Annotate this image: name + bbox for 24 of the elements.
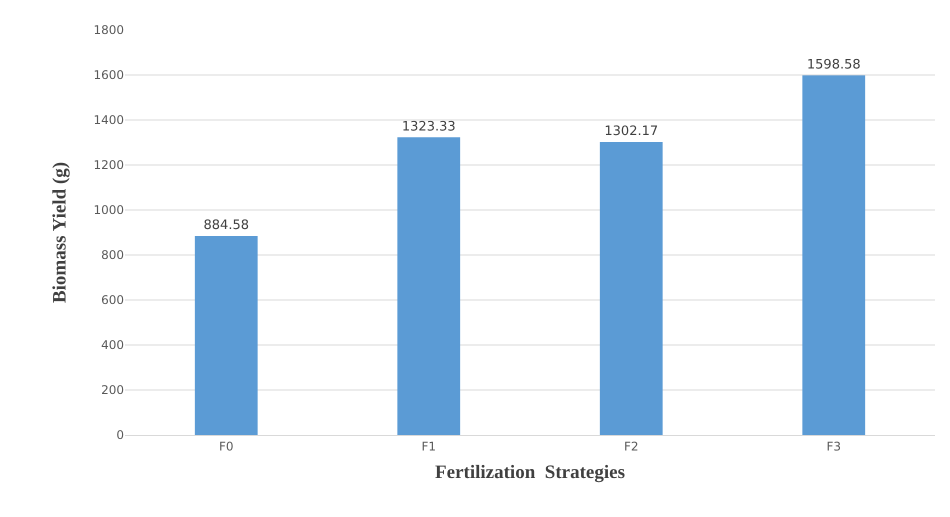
y-tick-label: 600 — [101, 293, 124, 308]
y-tick-label: 400 — [101, 338, 124, 352]
data-label: 1598.58 — [806, 57, 861, 72]
bar — [397, 137, 460, 435]
data-label: 884.58 — [204, 218, 249, 233]
y-tick-label: 1400 — [93, 113, 124, 128]
x-tick-label: F0 — [218, 439, 234, 454]
y-tick-label: 1000 — [93, 203, 124, 218]
data-label: 1302.17 — [604, 124, 658, 140]
y-tick-label: 1800 — [93, 23, 124, 38]
y-tick-label: 1600 — [93, 68, 124, 82]
bar — [194, 236, 258, 435]
bar — [802, 75, 866, 435]
y-tick-label: 800 — [101, 248, 124, 262]
x-tick-label: F3 — [826, 439, 842, 454]
y-tick-label: 0 — [116, 428, 124, 442]
x-axis-title: Fertilization Strategies — [435, 462, 625, 484]
y-axis-title: Biomass Yield (g) — [49, 162, 70, 304]
bar — [600, 142, 663, 435]
y-tick-label: 1200 — [93, 158, 124, 172]
data-label: 1323.33 — [402, 119, 456, 134]
x-tick-label: F1 — [421, 439, 436, 454]
y-tick-label: 200 — [101, 383, 124, 398]
x-tick-label: F2 — [624, 439, 639, 454]
